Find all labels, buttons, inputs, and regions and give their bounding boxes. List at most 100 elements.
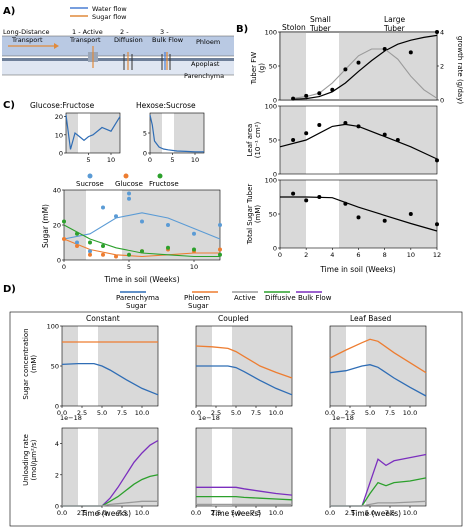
- glucose-point: [88, 252, 92, 257]
- b-mid-y-tick-label: 50: [269, 137, 277, 145]
- d-top-x-tick-label: 0.0: [325, 409, 335, 417]
- c-title-left: Glucose:Fructose: [30, 101, 95, 110]
- apoplast-band: [2, 58, 234, 61]
- parenchyma-sugar-line: [329, 364, 427, 397]
- b-top-y2-tick-label: 2: [440, 63, 444, 71]
- b-top-y2-tick-label: 4: [440, 29, 444, 37]
- d-bot-ylabel: Unloading rate(mol/μm²/s): [22, 434, 38, 486]
- diffusive-rate-line: [196, 495, 293, 501]
- panel-b-label: B): [236, 24, 248, 35]
- tuber-fw-point: [408, 50, 413, 55]
- c-ylabel: Sugar (mM): [41, 204, 50, 248]
- c-left-x-tick-label: 10: [107, 156, 115, 164]
- legend-fructose-marker: [157, 173, 163, 179]
- active-rate-line: [330, 500, 427, 507]
- d-xlabel-2: Time (weeks): [210, 509, 261, 518]
- d-bot-x-tick-label: 7.5: [385, 509, 395, 517]
- d-top-ylabel: Sugar concentration(mM): [22, 328, 38, 399]
- tuber-fw-point: [330, 87, 335, 92]
- fructose-point: [192, 247, 196, 252]
- b-bot-y-tick-label: 100: [265, 177, 277, 185]
- total-sugar-point: [317, 195, 322, 199]
- b-bot-x-tick-label: 4: [330, 251, 334, 259]
- tuber-fw-point: [343, 67, 348, 72]
- b-top-y-tick-label: 0: [273, 97, 277, 105]
- leaf-area-fit: [279, 123, 438, 160]
- growth-rate-line: [293, 48, 438, 99]
- leaf-area-point: [317, 123, 322, 127]
- tuber-fw-point: [291, 96, 296, 101]
- legend-sucrose-marker: [87, 173, 93, 179]
- panel-b-top-axes: [279, 31, 438, 101]
- legend-active: Active: [234, 294, 256, 302]
- b-mid-y-tick-label: 0: [273, 171, 277, 179]
- d-top-shade: [62, 326, 78, 406]
- d-top-x-tick-label: 0.0: [57, 409, 67, 417]
- d-bot-y-tick-label: 0: [55, 503, 59, 511]
- sucrose-fit: [63, 212, 221, 240]
- glucose-point: [218, 247, 222, 252]
- d-top-x-tick-label: 0.0: [191, 409, 201, 417]
- total-sugar-point: [356, 215, 361, 220]
- d-bot-x-tick-label: 0.0: [57, 509, 67, 517]
- d-bot-shade: [330, 428, 346, 506]
- parenchyma-sugar-line: [61, 362, 159, 396]
- c-main-y-tick-label: 20: [53, 222, 61, 230]
- label-phloem: Phloem: [196, 38, 220, 46]
- label-parenchyma: Parenchyma: [184, 72, 224, 80]
- d-top-x-tick-label: 7.5: [385, 409, 395, 417]
- d-top-y-tick-label: 50: [51, 363, 59, 371]
- c-main-y-tick-label: 0: [57, 257, 61, 265]
- leaf-area-point: [343, 121, 348, 125]
- total-sugar-point: [435, 222, 439, 227]
- panel-c: Glucose:Fructose Hexose:Sucrose Sucrose …: [30, 101, 221, 284]
- stage-small-tuber: Small Tuber: [309, 15, 332, 33]
- panel-b-mid-axes: [279, 105, 438, 175]
- leaf-area-point: [304, 131, 309, 136]
- total-sugar-point: [408, 212, 413, 216]
- c-left-x-tick-label: 5: [86, 156, 90, 164]
- d-multiplier-3: 1e−18: [332, 414, 354, 422]
- b-bot-x-tick-label: 6: [356, 251, 360, 259]
- sucrose-point: [101, 205, 105, 210]
- b-bot-ylabel: Total Sugar Tuber(mM): [246, 184, 262, 246]
- total-sugar-point: [304, 198, 309, 203]
- d-bot-x-tick-label: 10.0: [269, 509, 283, 517]
- hexose-sucrose-line: [149, 114, 204, 153]
- legend-diffusive: Diffusive: [265, 294, 296, 302]
- legend-phloem: Phloem Sugar: [184, 294, 210, 310]
- c-title-right: Hexose:Sucrose: [136, 101, 196, 110]
- d-bot-shade: [196, 428, 212, 506]
- d-bot-x-tick-label: 10.0: [135, 509, 149, 517]
- leaf-area-point: [356, 124, 361, 129]
- d-multiplier-1: 1e−18: [60, 414, 82, 422]
- sucrose-point: [166, 223, 170, 227]
- legend-water: Water flow: [92, 5, 127, 13]
- d-xlabel-3: Time (weeks): [350, 509, 401, 518]
- d-bot-y-tick-label: 4: [55, 440, 59, 448]
- sucrose-point: [218, 223, 222, 227]
- b-bot-x-tick-label: 8: [383, 251, 387, 259]
- legend-bulk: Bulk Flow: [298, 294, 332, 302]
- d-top-x-tick-label: 5.0: [97, 409, 107, 417]
- d-multiplier-2: 1e−18: [198, 414, 220, 422]
- active-rate-line: [62, 500, 158, 507]
- sucrose-point: [75, 240, 79, 245]
- panel-a-diagram: Water flow Sugar flow Long-Distance Trans…: [2, 5, 234, 80]
- c-main-x-tick-label: 0: [62, 263, 66, 271]
- d-top-shade: [232, 326, 292, 406]
- b-bot-y-tick-label: 0: [273, 245, 277, 253]
- c-xlabel: Time in soil (Weeks): [103, 275, 179, 284]
- phloem-sugar-line: [329, 338, 427, 374]
- sucrose-point: [140, 219, 144, 224]
- panel-b: Stolon Small Tuber Large Tuber Tuber FW(g)…: [246, 15, 464, 274]
- d-top-x-tick-label: 2.5: [77, 409, 87, 417]
- bulk-flow-channel: [161, 54, 171, 70]
- label-step2: 2 -Diffusion: [114, 28, 143, 44]
- legend-glucose-marker: [123, 173, 129, 179]
- b-top-y-tick-label: 100: [265, 29, 277, 37]
- legend-glucose: Glucose: [115, 180, 143, 188]
- b-xlabel: Time in soil (Weeks): [319, 265, 395, 274]
- c-left-axes: [65, 112, 121, 154]
